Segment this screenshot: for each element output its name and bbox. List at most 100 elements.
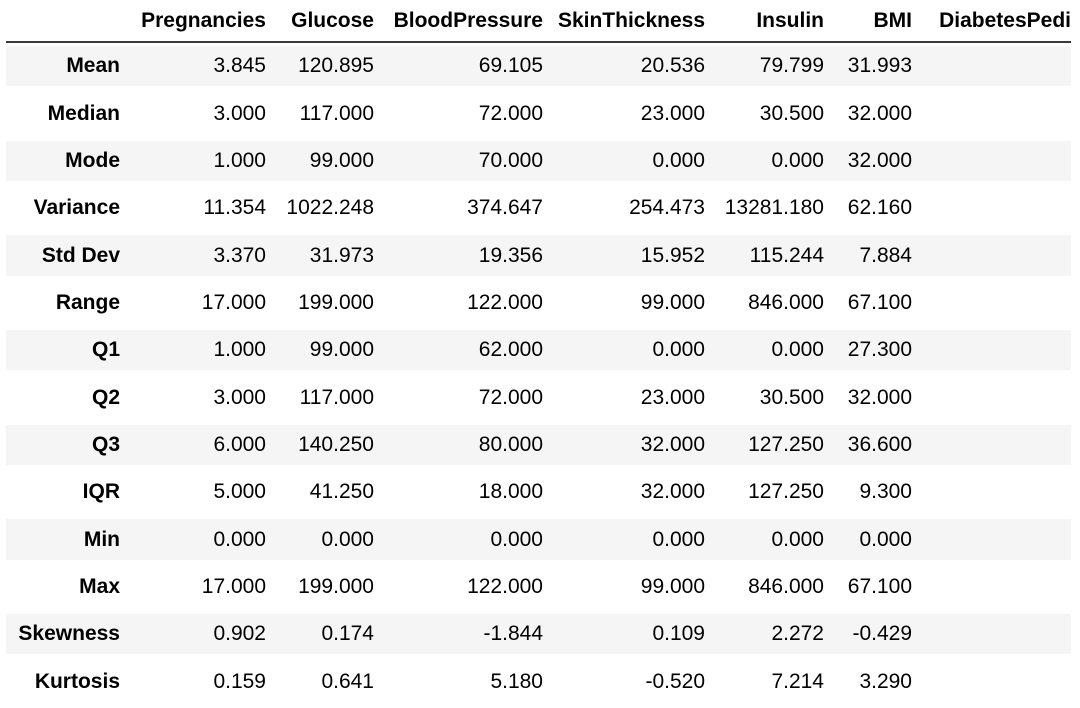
table-cell: 0.902 xyxy=(120,611,266,659)
table-cell-empty xyxy=(912,611,1071,659)
table-cell: 846.000 xyxy=(705,279,824,328)
table-cell: 127.250 xyxy=(705,421,824,470)
column-header-blank xyxy=(6,0,120,43)
table-cell: 0.000 xyxy=(374,516,543,564)
statistics-table-container: Pregnancies Glucose BloodPressure SkinTh… xyxy=(6,0,1080,708)
table-cell: 3.845 xyxy=(120,43,266,91)
table-cell: 30.500 xyxy=(705,90,824,138)
table-cell: 23.000 xyxy=(543,374,705,422)
table-cell-empty xyxy=(912,137,1071,186)
table-row: Kurtosis 0.159 0.641 5.180 -0.520 7.214 3.290 xyxy=(6,658,1071,706)
table-cell: 0.000 xyxy=(543,516,705,564)
table-cell: 7.214 xyxy=(705,658,824,706)
table-cell: 32.000 xyxy=(824,90,912,138)
table-cell: 0.109 xyxy=(543,611,705,659)
table-cell: 0.000 xyxy=(543,327,705,375)
table-row: Median 3.000 117.000 72.000 23.000 30.500 32.0… xyxy=(6,90,1071,138)
table-cell: 79.799 xyxy=(705,43,824,91)
table-cell: 99.000 xyxy=(266,327,374,375)
table-cell: 115.244 xyxy=(705,232,824,280)
table-cell: 1.000 xyxy=(120,137,266,186)
table-cell: 31.973 xyxy=(266,232,374,280)
row-label: Range xyxy=(6,279,120,328)
table-cell-empty xyxy=(912,516,1071,564)
table-cell-empty xyxy=(912,232,1071,280)
table-cell: 199.000 xyxy=(266,279,374,328)
table-cell: 3.290 xyxy=(824,658,912,706)
table-cell: 0.000 xyxy=(266,516,374,564)
table-cell: 80.000 xyxy=(374,421,543,470)
table-cell: 67.100 xyxy=(824,279,912,328)
table-cell: 0.000 xyxy=(120,516,266,564)
table-cell: 846.000 xyxy=(705,563,824,612)
row-label: Kurtosis xyxy=(6,658,120,706)
table-cell-empty xyxy=(912,43,1071,91)
column-header-diabetespedi: DiabetesPedi xyxy=(912,0,1071,43)
table-cell: 3.370 xyxy=(120,232,266,280)
table-cell: 0.000 xyxy=(705,516,824,564)
table-cell: 117.000 xyxy=(266,90,374,138)
table-cell: 15.952 xyxy=(543,232,705,280)
table-cell: 122.000 xyxy=(374,279,543,328)
table-cell: 30.500 xyxy=(705,374,824,422)
table-row: Mean 3.845 120.895 69.105 20.536 79.799 31.993 xyxy=(6,43,1071,91)
table-cell: 23.000 xyxy=(543,90,705,138)
row-label: Max xyxy=(6,563,120,612)
table-cell-empty xyxy=(912,658,1071,706)
table-cell: 41.250 xyxy=(266,469,374,517)
table-cell: 0.159 xyxy=(120,658,266,706)
table-row: Mode 1.000 99.000 70.000 0.000 0.000 32.000 xyxy=(6,137,1071,186)
table-cell-empty xyxy=(912,421,1071,470)
table-cell: -0.520 xyxy=(543,658,705,706)
row-label: Min xyxy=(6,516,120,564)
table-cell-empty xyxy=(912,374,1071,422)
column-header-insulin: Insulin xyxy=(705,0,824,43)
table-cell-empty xyxy=(912,90,1071,138)
table-cell: 62.160 xyxy=(824,185,912,233)
table-cell: 1022.248 xyxy=(266,185,374,233)
table-cell: 127.250 xyxy=(705,469,824,517)
table-cell: 0.000 xyxy=(705,137,824,186)
table-cell: 117.000 xyxy=(266,374,374,422)
table-row: IQR 5.000 41.250 18.000 32.000 127.250 9.300 xyxy=(6,469,1071,517)
table-cell: 254.473 xyxy=(543,185,705,233)
table-cell: 0.641 xyxy=(266,658,374,706)
table-cell: 122.000 xyxy=(374,563,543,612)
table-cell: 32.000 xyxy=(543,469,705,517)
table-cell: 69.105 xyxy=(374,43,543,91)
table-cell: 17.000 xyxy=(120,563,266,612)
table-cell: 20.536 xyxy=(543,43,705,91)
table-cell: 120.895 xyxy=(266,43,374,91)
table-cell: 6.000 xyxy=(120,421,266,470)
table-row: Q1 1.000 99.000 62.000 0.000 0.000 27.300 xyxy=(6,327,1071,375)
table-cell: 31.993 xyxy=(824,43,912,91)
table-row: Q3 6.000 140.250 80.000 32.000 127.250 36.600 xyxy=(6,421,1071,470)
table-cell: 27.300 xyxy=(824,327,912,375)
table-cell: 9.300 xyxy=(824,469,912,517)
table-cell: 0.000 xyxy=(543,137,705,186)
column-header-glucose: Glucose xyxy=(266,0,374,43)
row-label: Std Dev xyxy=(6,232,120,280)
row-label: Q3 xyxy=(6,421,120,470)
table-cell: 72.000 xyxy=(374,90,543,138)
table-cell: 11.354 xyxy=(120,185,266,233)
table-cell: -1.844 xyxy=(374,611,543,659)
table-cell: 99.000 xyxy=(543,563,705,612)
table-cell: 99.000 xyxy=(266,137,374,186)
table-cell: 62.000 xyxy=(374,327,543,375)
table-cell: 0.000 xyxy=(705,327,824,375)
table-cell: -0.429 xyxy=(824,611,912,659)
table-row: Min 0.000 0.000 0.000 0.000 0.000 0.000 xyxy=(6,516,1071,564)
table-cell-empty xyxy=(912,563,1071,612)
row-label: Median xyxy=(6,90,120,138)
table-cell: 7.884 xyxy=(824,232,912,280)
table-cell: 99.000 xyxy=(543,279,705,328)
table-cell: 140.250 xyxy=(266,421,374,470)
row-label: Q1 xyxy=(6,327,120,375)
table-cell: 32.000 xyxy=(824,374,912,422)
table-cell: 19.356 xyxy=(374,232,543,280)
row-label: Mean xyxy=(6,43,120,91)
table-cell: 32.000 xyxy=(543,421,705,470)
row-label: Mode xyxy=(6,137,120,186)
column-header-skinthickness: SkinThickness xyxy=(543,0,705,43)
